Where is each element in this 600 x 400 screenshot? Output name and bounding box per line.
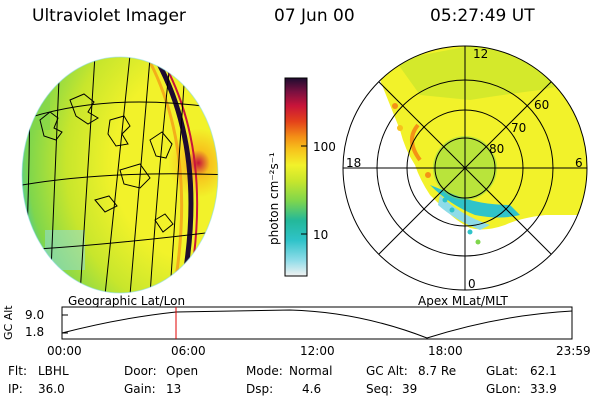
door-label: Door: bbox=[124, 364, 157, 378]
ip-value: 36.0 bbox=[38, 382, 65, 396]
seq-value: 39 bbox=[402, 382, 418, 396]
mlt-label-18: 18 bbox=[346, 156, 362, 170]
timeline-ytick-9: 9.0 bbox=[25, 308, 45, 322]
mlt-label-6: 6 bbox=[575, 156, 583, 170]
flt-value: LBHL bbox=[38, 364, 69, 378]
mlt-label-0: 0 bbox=[468, 277, 476, 291]
timeline-xtick-1200: 12:00 bbox=[300, 344, 335, 358]
gcalt-label: GC Alt: bbox=[366, 364, 408, 378]
left-panel-label: Geographic Lat/Lon bbox=[68, 294, 186, 308]
mlat-label-70: 70 bbox=[511, 121, 527, 135]
header-time: 05:27:49 UT bbox=[430, 6, 535, 26]
timeline-xtick-1800: 18:00 bbox=[428, 344, 463, 358]
glat-label: GLat: bbox=[486, 364, 519, 378]
timeline-xtick-0600: 06:00 bbox=[171, 344, 206, 358]
header-date: 07 Jun 00 bbox=[274, 6, 355, 26]
ip-label: IP: bbox=[8, 382, 23, 396]
mode-label: Mode: bbox=[246, 364, 283, 378]
mlat-label-60: 60 bbox=[534, 98, 550, 112]
glon-label: GLon: bbox=[486, 382, 521, 396]
dsp-label: Dsp: bbox=[246, 382, 274, 396]
instrument-title: Ultraviolet Imager bbox=[32, 6, 186, 26]
timeline-xtick-2359: 23:59 bbox=[556, 344, 591, 358]
glat-value: 62.1 bbox=[530, 364, 557, 378]
glon-value: 33.9 bbox=[530, 382, 557, 396]
gain-label: Gain: bbox=[124, 382, 156, 396]
timeline-xtick-0000: 00:00 bbox=[47, 344, 82, 358]
flt-label: Flt: bbox=[8, 364, 27, 378]
colorbar-tick-100: 100 bbox=[313, 140, 336, 154]
colorbar-tick-10: 10 bbox=[313, 228, 329, 242]
seq-label: Seq: bbox=[366, 382, 393, 396]
polar-panel-label: Apex MLat/MLT bbox=[418, 294, 508, 308]
dsp-value: 4.6 bbox=[302, 382, 322, 396]
timeline-ytick-1.8: 1.8 bbox=[25, 325, 45, 339]
colorbar bbox=[284, 77, 308, 277]
mlt-label-12: 12 bbox=[473, 47, 489, 61]
gain-value: 13 bbox=[166, 382, 182, 396]
mlat-label-80: 80 bbox=[489, 142, 505, 156]
timeline-ylabel: GC Alt bbox=[2, 305, 15, 340]
mode-value: Normal bbox=[289, 364, 333, 378]
door-value: Open bbox=[166, 364, 199, 378]
gcalt-value: 8.7 Re bbox=[418, 364, 457, 378]
